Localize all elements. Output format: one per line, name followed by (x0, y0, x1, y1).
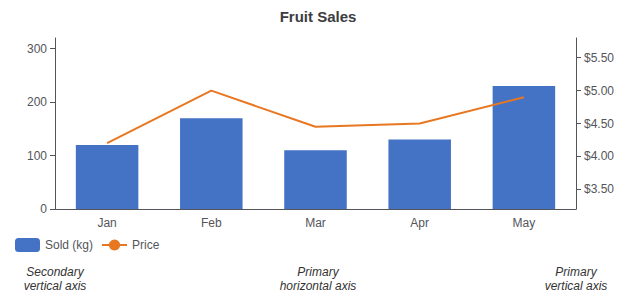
svg-text:Fruit Sales: Fruit Sales (280, 8, 357, 25)
svg-text:Apr: Apr (410, 216, 429, 230)
svg-text:0: 0 (40, 202, 47, 216)
svg-text:vertical axis: vertical axis (24, 279, 87, 293)
svg-text:Primary: Primary (555, 265, 597, 279)
svg-text:$5.50: $5.50 (584, 51, 614, 65)
svg-text:Price: Price (132, 238, 160, 252)
svg-text:Secondary: Secondary (26, 265, 84, 279)
svg-text:Primary: Primary (297, 265, 339, 279)
svg-text:Feb: Feb (201, 216, 222, 230)
svg-text:Jan: Jan (97, 216, 116, 230)
svg-text:100: 100 (27, 149, 47, 163)
svg-text:Mar: Mar (305, 216, 326, 230)
svg-text:$5.00: $5.00 (584, 84, 614, 98)
svg-text:$4.50: $4.50 (584, 117, 614, 131)
svg-text:300: 300 (27, 42, 47, 56)
svg-text:Sold (kg): Sold (kg) (45, 238, 93, 252)
svg-text:200: 200 (27, 95, 47, 109)
svg-text:May: May (513, 216, 536, 230)
svg-text:horizontal axis: horizontal axis (280, 279, 357, 293)
svg-text:vertical axis: vertical axis (545, 279, 608, 293)
svg-text:$4.00: $4.00 (584, 149, 614, 163)
svg-text:$3.50: $3.50 (584, 182, 614, 196)
